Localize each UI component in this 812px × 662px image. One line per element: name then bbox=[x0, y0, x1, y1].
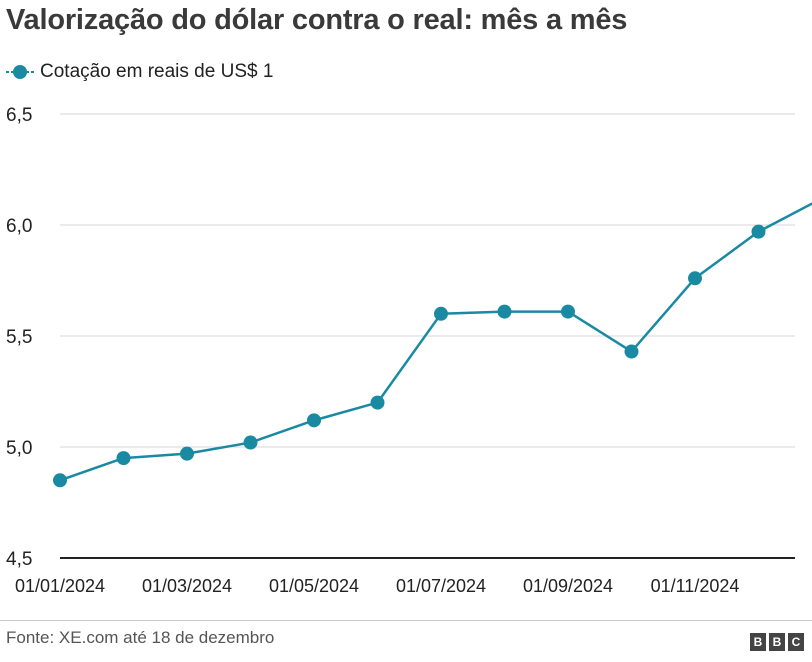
data-point bbox=[180, 446, 194, 461]
y-tick-label: 6,5 bbox=[6, 105, 32, 126]
bbc-logo-letter: B bbox=[769, 633, 785, 651]
data-point bbox=[688, 271, 702, 286]
data-point bbox=[307, 413, 321, 428]
bbc-logo-letter: C bbox=[788, 633, 804, 651]
source-note: Fonte: XE.com até 18 de dezembro bbox=[6, 628, 275, 647]
legend-label: Cotação em reais de US$ 1 bbox=[40, 61, 274, 82]
data-point bbox=[116, 451, 131, 466]
data-point bbox=[243, 435, 258, 450]
chart-title: Valorização do dólar contra o real: mês … bbox=[6, 4, 628, 36]
y-tick-label: 5,5 bbox=[6, 327, 32, 348]
data-point bbox=[434, 306, 448, 321]
x-tick-label: 01/01/2024 bbox=[15, 576, 105, 596]
y-tick-label: 5,0 bbox=[6, 438, 32, 459]
data-point bbox=[751, 224, 766, 239]
x-tick-label: 01/11/2024 bbox=[651, 576, 740, 596]
legend: Cotação em reais de US$ 1 bbox=[6, 60, 273, 84]
data-point bbox=[53, 473, 67, 488]
data-point bbox=[624, 344, 639, 359]
y-tick-label: 6,0 bbox=[6, 216, 32, 237]
series-line bbox=[59, 202, 812, 482]
x-tick-label: 01/05/2024 bbox=[269, 576, 359, 596]
bbc-logo: B B C bbox=[750, 633, 804, 651]
x-tick-label: 01/07/2024 bbox=[396, 576, 486, 596]
data-point bbox=[497, 304, 512, 319]
y-tick-label: 4,5 bbox=[6, 549, 32, 570]
footer-divider bbox=[0, 620, 812, 621]
legend-marker-icon bbox=[6, 65, 34, 79]
bbc-logo-letter: B bbox=[750, 633, 766, 651]
data-point bbox=[370, 395, 385, 410]
x-tick-label: 01/03/2024 bbox=[142, 576, 232, 596]
data-point bbox=[561, 304, 575, 319]
x-tick-label: 01/09/2024 bbox=[523, 576, 613, 596]
line-chart: 4,5 5,0 5,5 6,0 6,5 01/01/2024 01/03/2024 01/05… bbox=[6, 105, 812, 596]
